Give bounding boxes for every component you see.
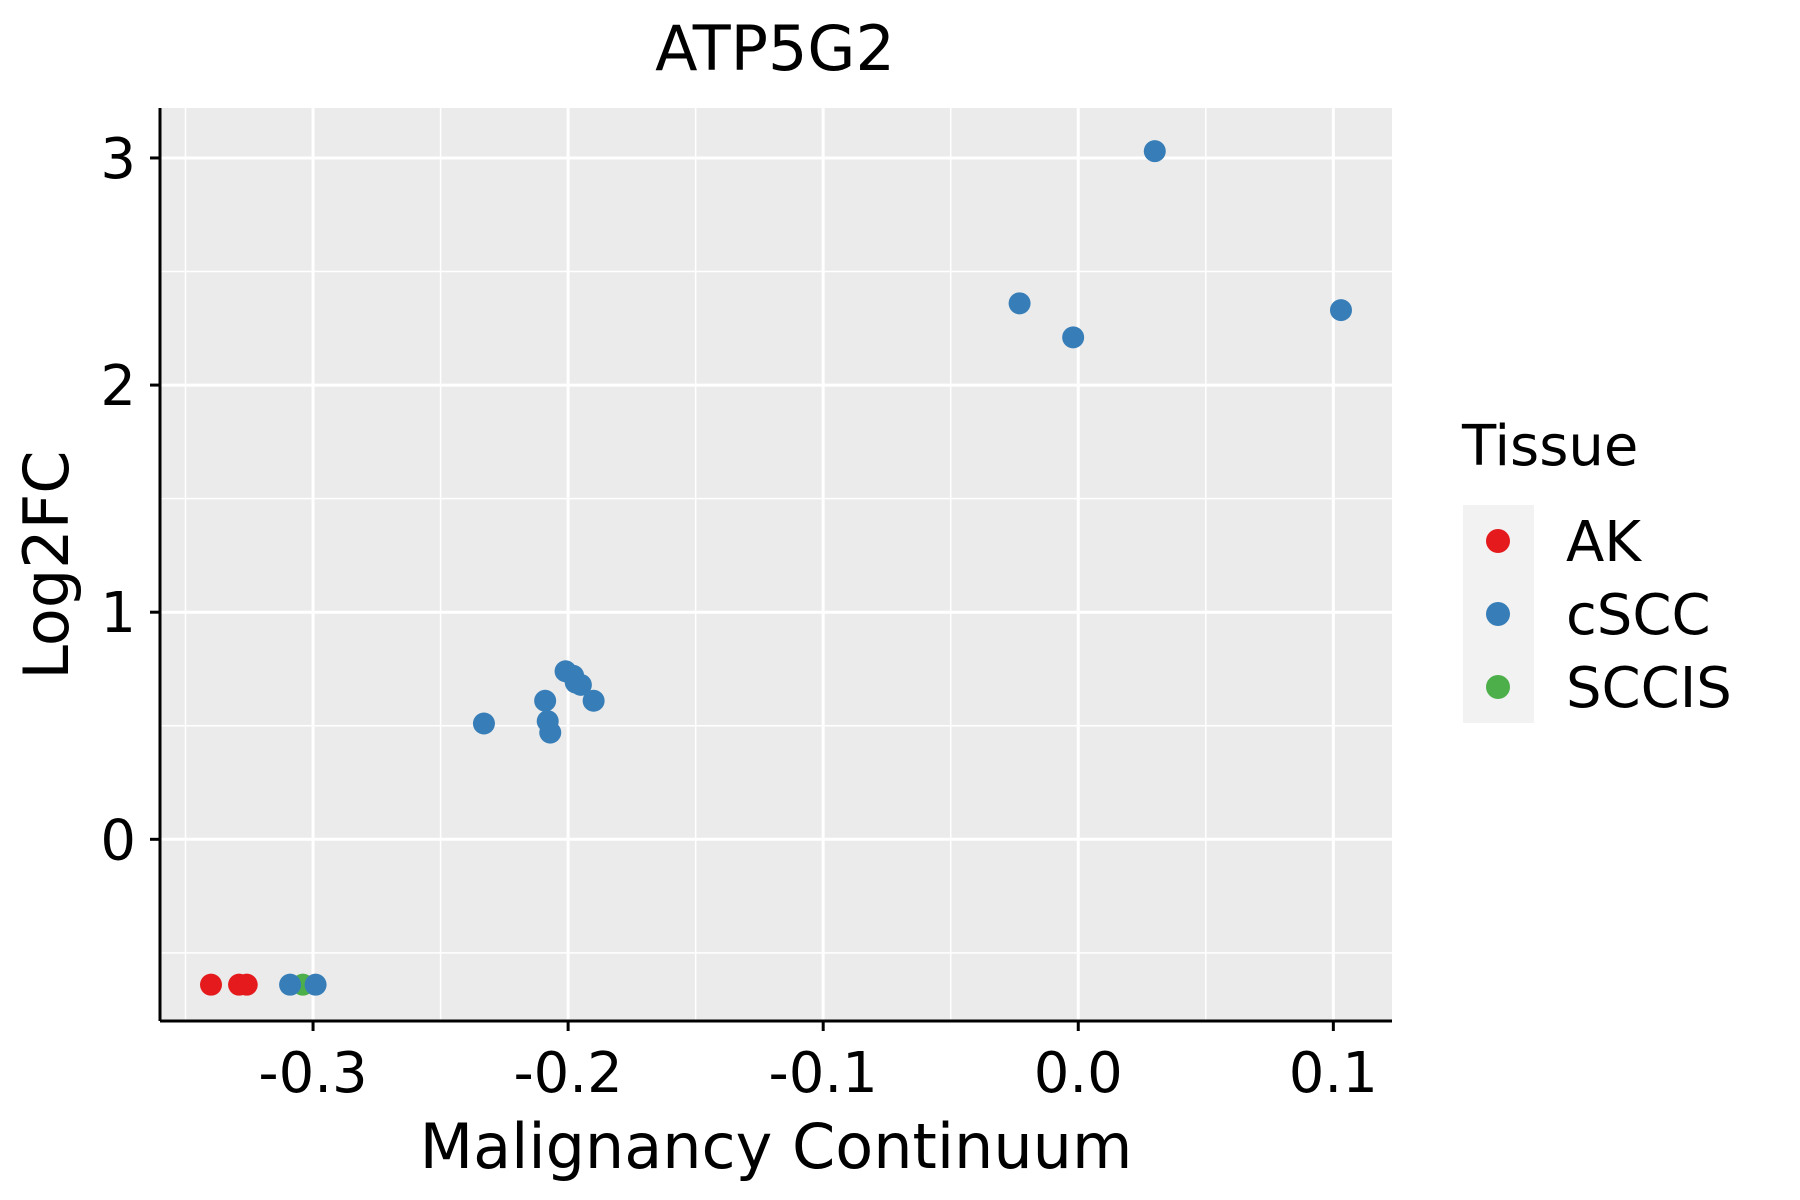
x-tick-label: -0.2 (513, 1041, 622, 1106)
x-axis-label: Malignancy Continuum (420, 1110, 1133, 1183)
y-axis-label: Log2FC (10, 450, 83, 679)
plot-panel (160, 108, 1392, 1021)
data-point-cscc (539, 721, 562, 744)
data-point-ak (200, 973, 223, 996)
legend-title: Tissue (1461, 414, 1638, 479)
data-point-cscc (569, 673, 592, 696)
data-point-cscc (1329, 299, 1352, 322)
y-tick-label: 0 (100, 808, 136, 873)
legend: Tissue AK cSCC SCCIS (1461, 414, 1732, 723)
y-tick-label: 2 (100, 354, 136, 419)
x-tick-label: 0.1 (1289, 1041, 1378, 1106)
y-axis-ticks: 0 1 2 3 (100, 127, 160, 873)
legend-label-sccis: SCCIS (1566, 656, 1732, 721)
legend-key-cscc (1486, 602, 1510, 626)
legend-label-ak: AK (1566, 510, 1642, 575)
x-tick-label: -0.1 (769, 1041, 878, 1106)
data-point-cscc (534, 689, 557, 712)
data-point-cscc (1008, 292, 1031, 315)
data-point-cscc (1143, 140, 1166, 163)
chart-title: ATP5G2 (655, 12, 895, 85)
x-tick-label: -0.3 (258, 1041, 367, 1106)
data-point-cscc (472, 712, 495, 735)
data-point-cscc (304, 973, 327, 996)
legend-key-ak (1486, 529, 1510, 553)
data-point-ak (235, 973, 258, 996)
legend-label-cscc: cSCC (1566, 583, 1711, 648)
data-points (200, 140, 1352, 996)
data-point-cscc (1062, 326, 1085, 349)
legend-key-sccis (1486, 675, 1510, 699)
data-point-cscc (582, 689, 605, 712)
x-tick-label: 0.0 (1034, 1041, 1123, 1106)
y-tick-label: 3 (100, 127, 136, 192)
x-axis-ticks: -0.3 -0.2 -0.1 0.0 0.1 (258, 1021, 1378, 1106)
data-point-cscc (279, 973, 302, 996)
gridlines (160, 108, 1392, 1021)
y-tick-label: 1 (100, 581, 136, 646)
